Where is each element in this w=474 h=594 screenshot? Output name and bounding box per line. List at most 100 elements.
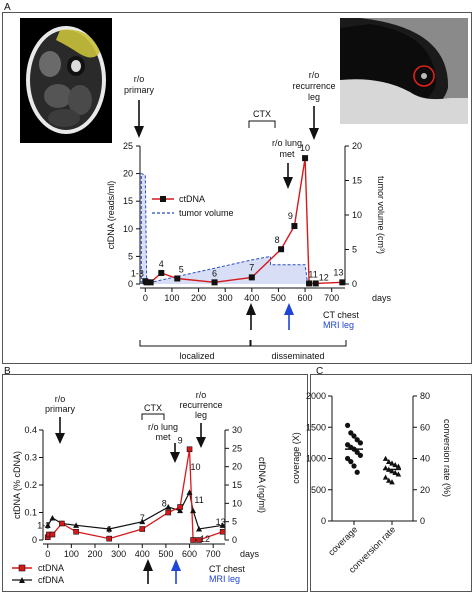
a-ctdna-point [339,279,346,286]
c-coverage-point [357,452,363,458]
b-cfdna-point [44,522,51,528]
c-conversion-point [389,468,395,474]
panel-letter-b: B [4,366,11,377]
b-ctdna-point [196,537,202,543]
b-cfdna-point [165,504,172,510]
disseminated-bracket [250,340,347,347]
b-annotation-ctx: CTX [141,403,165,420]
b-cfdna-point [219,522,226,528]
a-y2-tick-label: 0 [352,279,357,289]
b-cfdna-point [177,507,184,514]
c-conversion-point [395,471,402,477]
c-y-tick-label: 2000 [306,391,326,401]
annotation-lung-line1: r/o lung [272,138,302,148]
a-point-label: 10 [300,143,310,153]
mri-leg-arrow [284,303,294,330]
chart-a: r/o primary CTX r/o lung met r/o recurre… [106,70,392,361]
b-y2-tick-label: 25 [232,443,242,453]
b-cfdna-point [186,489,193,495]
localized-label: localized [179,351,214,361]
a-y-tick-label: 5 [128,251,133,261]
b-mri-leg-arrow [171,559,181,584]
a-y-label-left: ctDNA (reads/ml) [106,181,116,250]
b-y-tick-label: 0.3 [24,453,37,463]
b-y2-tick-label: 10 [232,498,242,508]
a-x-tick-label: 100 [164,293,179,303]
a-point-label: 6 [212,268,217,278]
c-y-tick-label: 1500 [306,422,326,432]
annotation-rec-line3: leg [308,92,320,102]
c-conversion-point [386,458,392,465]
c-coverage-point [345,422,351,428]
b-y2-tick-label: 30 [232,425,242,435]
disseminated-label: disseminated [271,351,324,361]
a-ctdna-point [278,246,285,253]
b-point-label: 7 [140,513,145,523]
b-x-tick-label: 200 [87,549,102,559]
c-y-tick-label: 500 [311,485,326,495]
b-annotation-ro-recurrence-leg: r/o recurrence leg [179,390,223,448]
c-y-label-left: coverage (X) [291,432,301,484]
c-conversion-point [389,460,395,466]
panel-c-border [310,374,472,592]
annotation-ro-recurrence-leg: r/o recurrence leg [292,70,336,140]
b-point-label: 12 [200,534,210,544]
b-ctx-text: CTX [144,403,162,413]
b-y-tick-label: 0.2 [24,480,37,490]
c-y-label-right: conversion rate (%) [442,419,452,497]
a-x-tick-label: 200 [191,293,206,303]
b-cfdna-point [190,507,197,514]
b-mri-leg-text: MRI leg [209,574,240,584]
b-ctdna-point [219,528,226,535]
b-lung-line1: r/o lung [148,422,178,432]
mri-leg-image [20,18,112,143]
a-ctdna-point [306,280,313,287]
b-rec-line1: r/o [196,390,207,400]
b-ctdna-point [177,504,183,510]
a-y-tick-label: 25 [123,141,133,151]
c-coverage-point [351,463,357,469]
a-ctdna-point [211,279,218,286]
a-point-label: 4 [159,259,164,269]
b-y2-tick-label: 5 [232,517,237,527]
a-ctdna-point [174,275,181,282]
a-y2-tick-label: 10 [352,210,362,220]
c-conversion-point [392,469,398,475]
b-x-tick-label: 700 [206,549,221,559]
c-y2-tick-label: 40 [420,454,430,464]
b-x-tick-label: 300 [111,549,126,559]
c-y2-tick-label: 0 [420,516,425,526]
c-coverage-point [351,433,357,439]
b-ctdna-point [190,537,196,543]
b-legend-cfdna: cfDNA [38,575,64,585]
annotation-ro-lung-met: r/o lung met [272,138,302,189]
c-y-tick-label: 1000 [306,454,326,464]
b-point-label: 8 [162,499,167,509]
a-ctdna-point [291,223,298,230]
a-y2-tick-label: 20 [352,141,362,151]
annotation-ro-primary-line2: primary [124,85,155,95]
b-ctdna-point [59,520,65,527]
annotation-ctx: CTX [248,109,276,128]
c-conversion-point [389,479,395,485]
a-x-tick-label: 300 [218,293,233,303]
annotation-rec-line2: recurrence [292,81,335,91]
b-cfdna-point [139,518,146,525]
panel-b-border [2,374,308,592]
b-ctdna-point [139,526,146,532]
a-ctdna-point [302,155,309,162]
b-rec-line2: recurrence [179,400,222,410]
ct-chest-image [340,18,468,124]
b-x-tick-label: 600 [182,549,197,559]
b-ctdna-point [73,528,79,535]
b-legend-ctdna: ctDNA [38,563,64,573]
b-ctdna-point [186,446,193,453]
b-annotation-ro-primary: r/o primary [45,394,75,444]
annotation-ro-primary-line1: r/o [134,74,145,84]
b-annotation-ro-lung-met: r/o lung met [148,422,180,463]
a-x-tick-label: 400 [244,293,259,303]
a-x-tick-label: 500 [271,293,286,303]
a-x-tick-label: 600 [298,293,313,303]
b-ro-primary-line1: r/o [55,394,66,404]
